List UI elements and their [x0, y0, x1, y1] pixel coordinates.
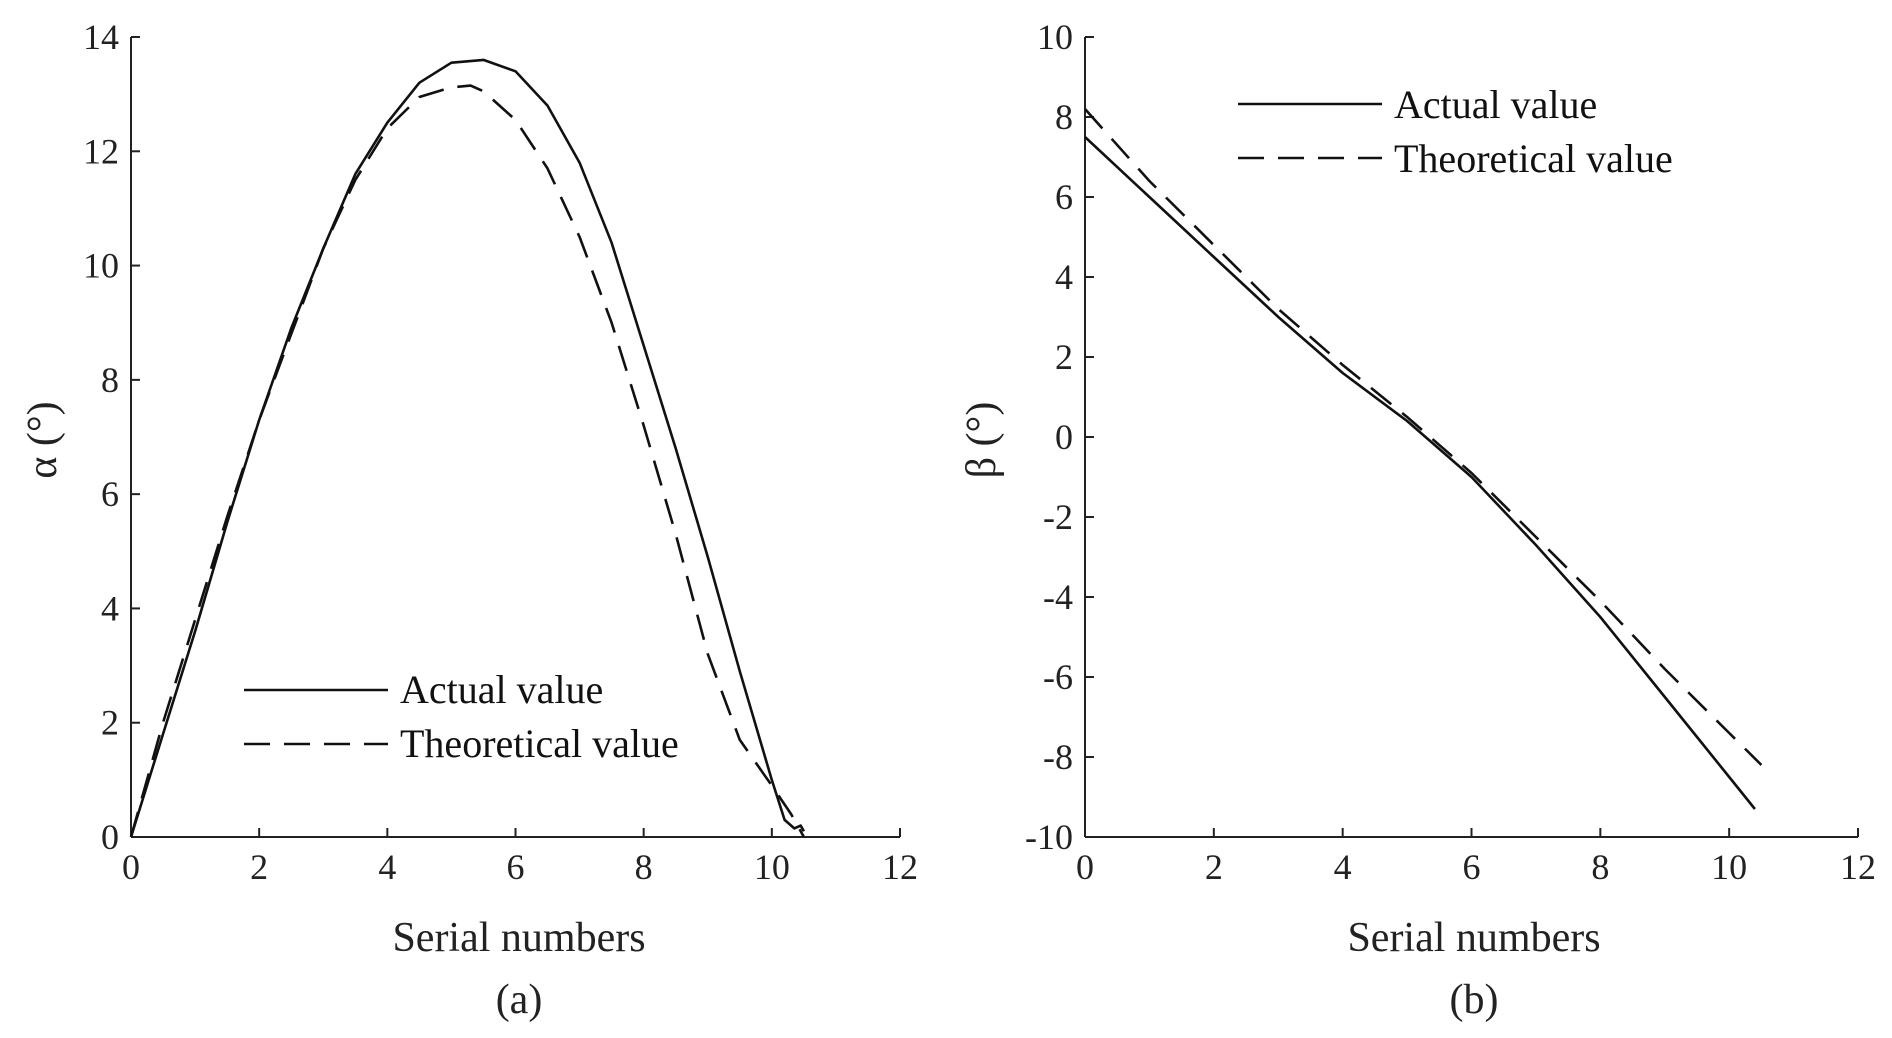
panel-a-y-tick-label: 8	[101, 360, 119, 400]
panel-a-chart: 0 2 4 6 8 10 12 0 2 4 6 8 10 12 14 Serial numbers α (°…	[20, 17, 918, 1023]
panel-b-x-tick-label: 2	[1205, 847, 1223, 887]
panel-a-x-tick-label: 0	[122, 847, 140, 887]
panel-b-y-tick-label: 10	[1037, 17, 1073, 57]
panel-b-caption: (b)	[1450, 977, 1499, 1023]
panel-b-y-tick-label: 0	[1055, 417, 1073, 457]
panel-b-x-tick-label: 12	[1840, 847, 1876, 887]
panel-a-ticks: 0 2 4 6 8 10 12 0 2 4 6 8 10 12 14	[83, 17, 918, 887]
panel-b-y-tick-label: -2	[1043, 497, 1073, 537]
panel-b-y-tick-label: -4	[1043, 577, 1073, 617]
panel-a-y-axis-title: α (°)	[20, 401, 66, 478]
panel-b-x-tick-label: 4	[1334, 847, 1352, 887]
panel-b-y-tick-label: -6	[1043, 657, 1073, 697]
panel-b-x-tick-label: 8	[1591, 847, 1609, 887]
legend-b-theoretical-label: Theoretical value	[1394, 136, 1673, 181]
panel-a-y-tick-label: 4	[101, 588, 119, 628]
panel-b-y-axis-title: β (°)	[959, 402, 1005, 479]
panel-a-series-actual-line	[129, 58, 806, 838]
panel-a-x-tick-label: 4	[378, 847, 396, 887]
panel-a-caption: (a)	[496, 977, 543, 1023]
panel-b-y-tick-label: -10	[1025, 817, 1073, 857]
panel-b-series-theoretical-line	[1084, 108, 1763, 766]
panel-b-y-tick-label: 4	[1055, 257, 1073, 297]
panel-a-y-tick-label: 14	[83, 17, 119, 57]
panel-a-x-tick-label: 2	[250, 847, 268, 887]
panel-b-y-tick-label: 6	[1055, 177, 1073, 217]
panel-a-x-axis-title: Serial numbers	[392, 915, 645, 961]
panel-a-x-tick-label: 12	[882, 847, 918, 887]
panel-a-legend: Actual value Theoretical value	[244, 667, 679, 766]
legend-b-actual-label: Actual value	[1394, 82, 1597, 127]
panel-b-series	[1084, 108, 1763, 810]
panel-b-x-tick-label: 10	[1711, 847, 1747, 887]
panel-b-ticks: 0 2 4 6 8 10 12 -10 -8 -6 -4 -2 0 2 4 6 8 10	[1025, 17, 1876, 887]
panel-b-x-tick-label: 0	[1076, 847, 1094, 887]
panel-a-series-theoretical-line	[129, 84, 806, 838]
panel-b-x-axis-title: Serial numbers	[1347, 915, 1600, 961]
panel-b-y-tick-label: -8	[1043, 737, 1073, 777]
panel-a-y-tick-label: 12	[83, 131, 119, 171]
panel-b-legend: Actual value Theoretical value	[1238, 82, 1673, 181]
panel-b-y-tick-label: 2	[1055, 337, 1073, 377]
legend-a-actual-label: Actual value	[400, 667, 603, 712]
panel-a-series	[129, 58, 806, 838]
panel-b-chart: 0 2 4 6 8 10 12 -10 -8 -6 -4 -2 0 2 4 6 8 10 Serial numbe…	[959, 17, 1876, 1023]
panel-a-y-tick-label: 10	[83, 246, 119, 286]
panel-a-axes	[130, 37, 900, 838]
panel-a-y-tick-label: 0	[101, 817, 119, 857]
panel-b-y-tick-label: 8	[1055, 97, 1073, 137]
panel-a-y-tick-label: 2	[101, 703, 119, 743]
panel-a-x-tick-label: 6	[507, 847, 525, 887]
panel-b-series-actual-line	[1084, 136, 1756, 810]
panel-a-y-tick-label: 6	[101, 474, 119, 514]
panel-a-x-tick-label: 8	[635, 847, 653, 887]
panel-a-x-tick-label: 10	[754, 847, 790, 887]
legend-a-theoretical-label: Theoretical value	[400, 721, 679, 766]
panel-b-x-tick-label: 6	[1463, 847, 1481, 887]
